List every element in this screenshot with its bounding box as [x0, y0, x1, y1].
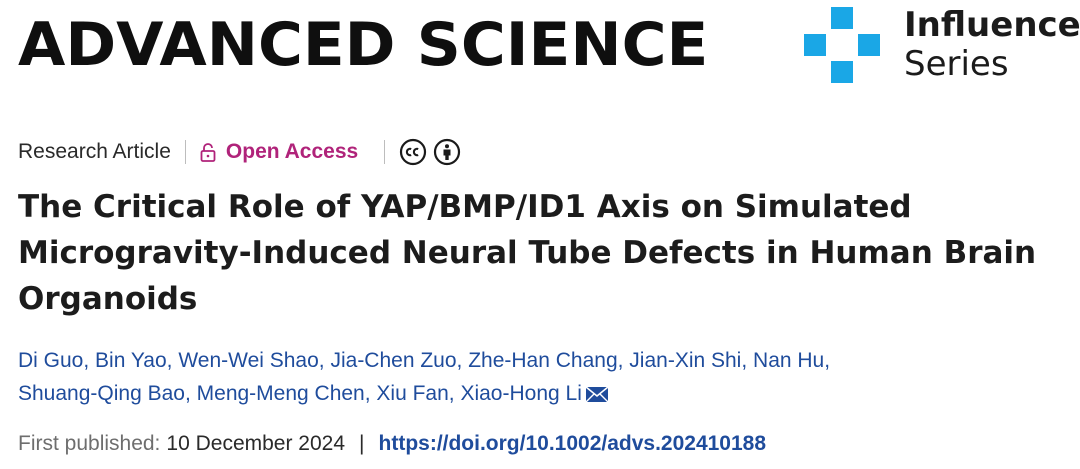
article-meta-row: Research Article Open Access: [18, 136, 461, 168]
influence-plus-icon: [804, 7, 880, 83]
article-type: Research Article: [18, 140, 171, 163]
author-link[interactable]: Jian-Xin Shi: [629, 349, 742, 372]
journal-logo[interactable]: ADVANCED SCIENCE: [18, 10, 709, 80]
series-line2: Series: [904, 44, 1009, 84]
author-link[interactable]: Zhe-Han Chang: [468, 349, 618, 372]
author-link[interactable]: Xiao-Hong Li: [460, 382, 582, 405]
article-title: The Critical Role of YAP/BMP/ID1 Axis on…: [18, 189, 1037, 317]
influence-series-badge: Influence Series: [804, 6, 1080, 84]
first-published-label: First published:: [18, 432, 161, 455]
series-line1: Influence: [904, 5, 1080, 45]
author-link[interactable]: Di Guo: [18, 349, 84, 372]
doi-link[interactable]: https://doi.org/10.1002/advs.202410188: [378, 432, 767, 455]
cc-icon: [400, 138, 427, 166]
open-access-badge[interactable]: Open Access: [200, 140, 358, 164]
first-published-date: 10 December 2024: [166, 432, 346, 455]
lock-icon: [200, 142, 216, 162]
author-link[interactable]: Nan Hu: [753, 349, 825, 372]
open-access-label: Open Access: [225, 140, 359, 163]
author-link[interactable]: Meng-Meng Chen: [196, 382, 365, 405]
divider: [384, 140, 386, 164]
author-link[interactable]: Bin Yao: [95, 349, 167, 372]
author-link[interactable]: Shuang-Qing Bao: [18, 382, 185, 405]
author-list: Di Guo, Bin Yao, Wen-Wei Shao, Jia-Chen …: [18, 349, 831, 405]
by-attribution-icon: [434, 138, 461, 166]
divider: [184, 140, 186, 164]
author-link[interactable]: Jia-Chen Zuo: [330, 349, 457, 372]
mail-icon[interactable]: [585, 386, 609, 403]
author-link[interactable]: Xiu Fan: [376, 382, 449, 405]
publication-info: First published: 10 December 2024 | http…: [18, 432, 766, 456]
license-icons[interactable]: [399, 138, 461, 166]
divider: |: [359, 432, 365, 455]
author-link[interactable]: Wen-Wei Shao: [178, 349, 319, 372]
